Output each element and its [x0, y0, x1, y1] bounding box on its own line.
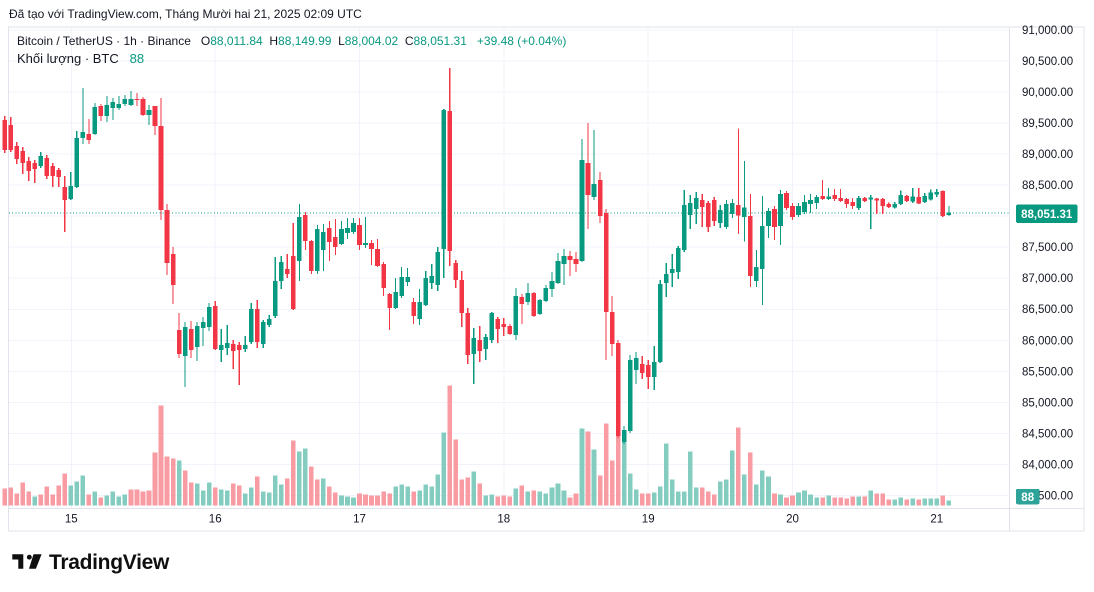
svg-text:88,500.00: 88,500.00: [1022, 180, 1073, 192]
svg-text:17: 17: [353, 514, 366, 526]
svg-text:89,500.00: 89,500.00: [1022, 118, 1073, 130]
svg-text:20: 20: [786, 514, 799, 526]
svg-text:84,000.00: 84,000.00: [1022, 460, 1073, 472]
svg-text:86,000.00: 86,000.00: [1022, 335, 1073, 347]
svg-text:85,500.00: 85,500.00: [1022, 366, 1073, 378]
svg-text:90,000.00: 90,000.00: [1022, 87, 1073, 99]
svg-text:87,000.00: 87,000.00: [1022, 273, 1073, 285]
svg-text:86,500.00: 86,500.00: [1022, 304, 1073, 316]
svg-text:89,000.00: 89,000.00: [1022, 149, 1073, 161]
svg-text:88: 88: [1021, 492, 1034, 504]
svg-text:91,000.00: 91,000.00: [1022, 25, 1073, 37]
svg-text:88,051.31: 88,051.31: [1021, 209, 1073, 221]
svg-text:21: 21: [930, 514, 943, 526]
svg-text:84,500.00: 84,500.00: [1022, 429, 1073, 441]
svg-text:87,500.00: 87,500.00: [1022, 242, 1073, 254]
svg-text:18: 18: [497, 514, 510, 526]
svg-text:15: 15: [65, 514, 78, 526]
svg-text:85,000.00: 85,000.00: [1022, 397, 1073, 409]
svg-text:19: 19: [642, 514, 655, 526]
svg-text:90,500.00: 90,500.00: [1022, 56, 1073, 68]
svg-text:16: 16: [209, 514, 222, 526]
